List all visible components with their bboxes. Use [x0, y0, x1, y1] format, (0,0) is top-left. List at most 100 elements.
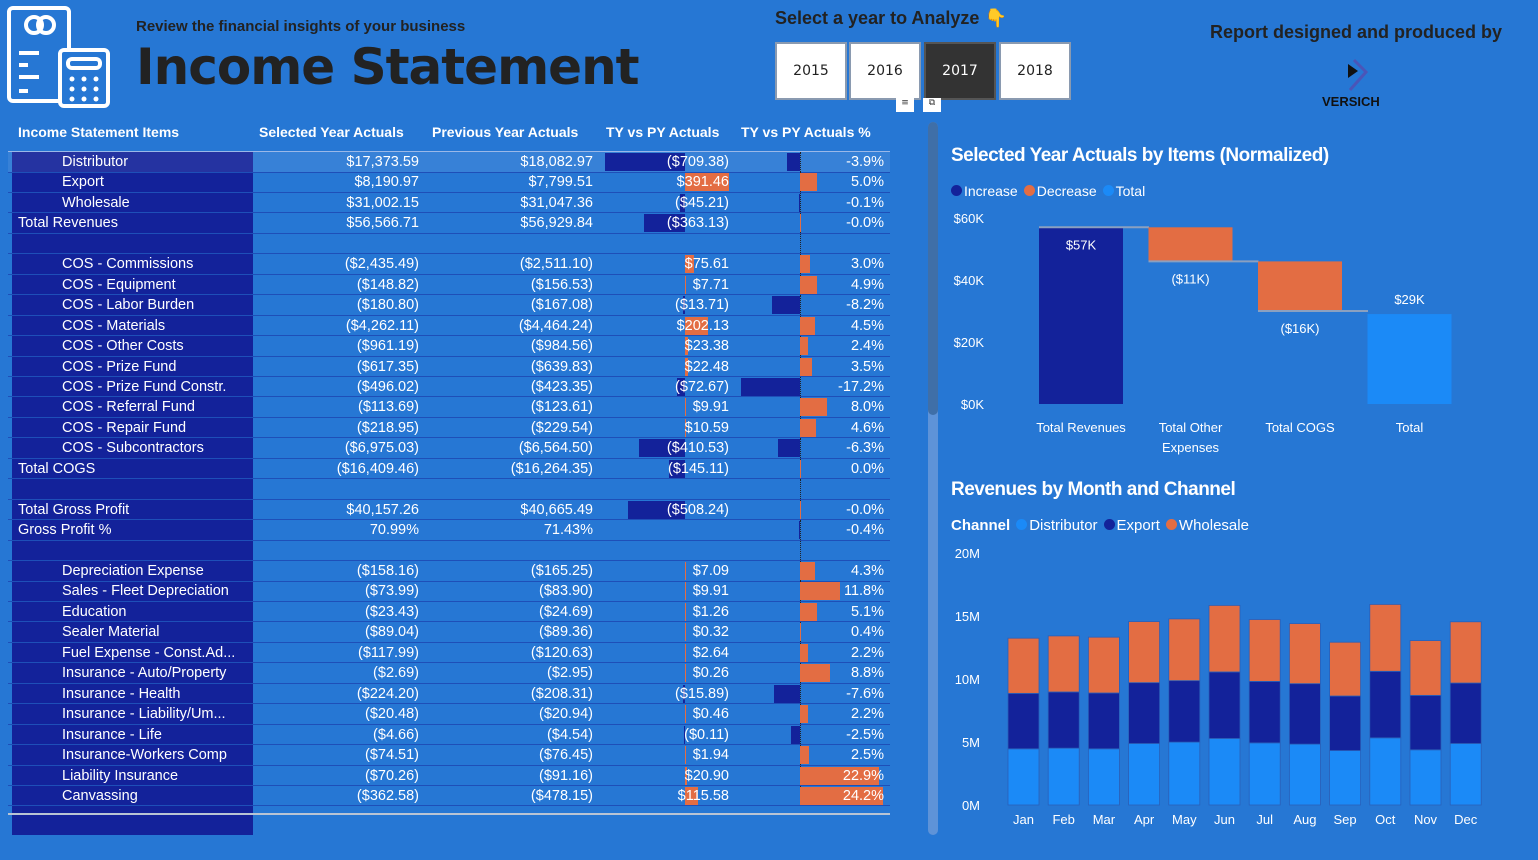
diff-bar [685, 602, 686, 621]
selected-year-value: $40,157.26 [346, 501, 419, 518]
table-row[interactable]: Distributor $17,373.59 $18,082.97 ($709.38)… [8, 152, 890, 173]
table-row[interactable]: COS - Other Costs ($961.19) ($984.56) $23.3… [8, 336, 890, 357]
row-label: Insurance-Workers Comp [62, 747, 227, 764]
stacked-bar-distributor [1007, 748, 1040, 806]
pct-bar [800, 746, 809, 765]
x-tick-label: May [1172, 812, 1197, 827]
ty-vs-py-value: $7.09 [692, 563, 729, 579]
row-label: COS - Subcontractors [62, 440, 204, 457]
table-row[interactable]: COS - Prize Fund Constr. ($496.02) ($423.3… [8, 376, 890, 398]
table-row[interactable]: COS - Prize Fund ($617.35) ($639.83) $22.48… [8, 356, 890, 377]
table-row[interactable]: Total Revenues $56,566.71 $56,929.84 ($363.… [8, 213, 890, 234]
table-row[interactable]: COS - Repair Fund ($218.95) ($229.54) $10.5… [8, 417, 890, 439]
selected-year-value: ($74.51) [364, 747, 419, 764]
diff-bar [683, 296, 685, 315]
table-row[interactable]: Liability Insurance ($70.26) ($91.16) $20.9… [8, 765, 890, 786]
stacked-bar-export [1288, 683, 1321, 745]
legend-distributor[interactable]: Distributor [1016, 517, 1098, 534]
table-row[interactable]: Education ($23.43) ($24.69) $1.26 5.1% [8, 601, 890, 623]
y-tick-label: 0M [962, 798, 980, 813]
selected-year-value: ($148.82) [356, 276, 419, 293]
diff-bar [685, 173, 730, 192]
stacked-bar-export [1369, 670, 1402, 739]
table-row[interactable]: Insurance - Auto/Property ($2.69) ($2.95) $… [8, 663, 890, 684]
table-scrollbar[interactable] [928, 122, 938, 835]
table-row[interactable]: Sales - Fleet Depreciation ($73.99) ($83.9… [8, 581, 890, 602]
year-selector-text: Select a year to Analyze [775, 8, 980, 28]
previous-year-value: ($984.56) [530, 338, 593, 355]
ty-vs-py-pct-value: -17.2% [838, 378, 884, 395]
pct-bar [771, 296, 800, 315]
ty-vs-py-value: ($508.24) [666, 501, 729, 518]
table-row[interactable]: Insurance - Liability/Um... ($20.48) ($20.… [8, 704, 890, 725]
stacked-bar-export [1248, 680, 1281, 744]
year-button-2017[interactable]: 2017 [924, 42, 996, 100]
year-button-2018[interactable]: 2018 [999, 42, 1071, 100]
ty-vs-py-value: $1.26 [692, 603, 729, 620]
table-row[interactable] [8, 540, 890, 562]
ty-vs-py-pct-value: 0.0% [850, 460, 884, 477]
pct-axis-line [800, 683, 801, 704]
stacked-bar-distributor [1329, 750, 1362, 806]
diff-bar [685, 562, 686, 580]
row-label: Depreciation Expense [62, 563, 204, 579]
ty-vs-py-value: ($709.38) [666, 154, 729, 170]
col-header-ty-vs-py[interactable]: TY vs PY Actuals [606, 124, 720, 140]
legend-wholesale[interactable]: Wholesale [1165, 517, 1249, 534]
diff-bar [685, 255, 694, 274]
col-header-ty-vs-py-pct[interactable]: TY vs PY Actuals % [741, 124, 871, 140]
table-row[interactable]: COS - Materials ($4,262.11) ($4,464.24) $20… [8, 315, 890, 337]
table-row[interactable]: Export $8,190.97 $7,799.51 $391.46 5.0% [8, 172, 890, 193]
ty-vs-py-pct-value: 3.0% [850, 256, 884, 273]
table-row[interactable]: Insurance-Workers Comp ($74.51) ($76.45) $1… [8, 745, 890, 766]
row-label: COS - Equipment [62, 276, 176, 293]
table-row[interactable]: Depreciation Expense ($158.16) ($165.25) $7… [8, 561, 890, 582]
table-row[interactable]: Total COGS ($16,409.46) ($16,264.35) ($145.… [8, 458, 890, 480]
table-row[interactable]: Insurance - Health ($224.20) ($208.31) ($15… [8, 683, 890, 705]
diff-bar [685, 337, 688, 356]
col-header-selected-year[interactable]: Selected Year Actuals [259, 124, 404, 140]
pct-axis-line [800, 295, 801, 315]
ty-vs-py-pct-value: 5.1% [850, 603, 884, 620]
stacked-bar-distributor [1087, 748, 1120, 806]
ty-vs-py-pct-value: -0.0% [846, 501, 884, 518]
ty-vs-py-pct-value: 11.8% [843, 583, 884, 600]
table-row[interactable]: COS - Commissions ($2,435.49) ($2,511.10) $… [8, 254, 890, 275]
diff-bar [685, 623, 686, 642]
pct-axis-line [800, 479, 801, 499]
ty-vs-py-value: $0.46 [692, 706, 729, 723]
year-button-2015[interactable]: 2015 [775, 42, 847, 100]
table-row[interactable]: Gross Profit % 70.99% 71.43% -0.4% [8, 520, 890, 541]
selected-year-value: 70.99% [369, 522, 419, 539]
legend-total[interactable]: Total [1102, 183, 1145, 199]
table-row[interactable]: COS - Equipment ($148.82) ($156.53) $7.71 4.… [8, 274, 890, 296]
selected-year-value: ($2,435.49) [344, 256, 419, 273]
table-row[interactable]: Wholesale $31,002.15 $31,047.36 ($45.21) -0.… [8, 192, 890, 214]
table-row[interactable]: Insurance - Life ($4.66) ($4.54) ($0.11) -2.… [8, 724, 890, 746]
previous-year-value: ($89.36) [538, 624, 593, 641]
pct-axis-line [800, 376, 801, 397]
row-label: COS - Labor Burden [62, 297, 195, 314]
table-row[interactable]: COS - Referral Fund ($113.69) ($123.61) $9.… [8, 397, 890, 418]
filter-icon[interactable]: ≡ [896, 98, 914, 112]
table-scrollbar-thumb[interactable] [928, 122, 938, 415]
legend-export[interactable]: Export [1103, 517, 1160, 534]
legend-increase[interactable]: Increase [951, 183, 1018, 199]
table-row[interactable]: Fuel Expense - Const.Ad... ($117.99) ($120… [8, 642, 890, 664]
table-row[interactable]: Sealer Material ($89.04) ($89.36) $0.32 0.4% [8, 622, 890, 643]
focus-mode-icon[interactable]: ⧉ [923, 98, 941, 112]
table-row[interactable] [8, 479, 890, 500]
table-row[interactable] [8, 233, 890, 255]
pct-axis-line [800, 152, 801, 172]
table-row[interactable]: COS - Labor Burden ($180.80) ($167.08) ($13… [8, 295, 890, 316]
pct-bar [799, 193, 800, 212]
legend-decrease[interactable]: Decrease [1023, 183, 1097, 199]
ty-vs-py-pct-value: 4.3% [850, 563, 884, 579]
table-row[interactable]: Total Gross Profit $40,157.26 $40,665.49 ($… [8, 499, 890, 521]
table-row[interactable]: COS - Subcontractors ($6,975.03) ($6,564.5… [8, 438, 890, 459]
ty-vs-py-pct-value: 2.5% [850, 747, 884, 764]
col-header-items[interactable]: Income Statement Items [18, 124, 180, 140]
year-button-2016[interactable]: 2016 [849, 42, 921, 100]
table-row[interactable]: Canvassing ($362.58) ($478.15) $115.58 24.2% [8, 785, 890, 807]
col-header-previous-year[interactable]: Previous Year Actuals [432, 124, 579, 140]
